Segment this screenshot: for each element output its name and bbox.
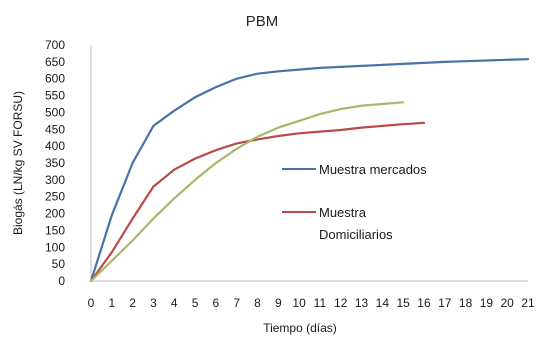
- legend-label-mercados: Muestra mercados: [319, 162, 427, 177]
- y-tick-label: 450: [45, 122, 65, 136]
- x-tick-label: 0: [88, 296, 95, 310]
- x-tick-label: 19: [480, 296, 494, 310]
- y-tick-label: 150: [45, 223, 65, 237]
- x-tick-label: 7: [233, 296, 240, 310]
- chart-title: PBM: [246, 13, 279, 30]
- y-tick-label: 300: [45, 173, 65, 187]
- x-tick-label: 11: [314, 296, 327, 310]
- x-tick-label: 14: [376, 296, 390, 310]
- y-tick-label: 350: [45, 156, 65, 170]
- series-lines: [89, 58, 530, 283]
- x-tick-label: 10: [292, 296, 306, 310]
- y-tick-label: 500: [45, 105, 65, 119]
- y-tick-label: 100: [45, 240, 65, 254]
- y-tick-label: 250: [45, 190, 65, 204]
- x-tick-label: 6: [213, 296, 220, 310]
- x-tick-label: 17: [438, 296, 452, 310]
- x-tick-label: 4: [171, 296, 178, 310]
- series-line-2: [89, 101, 405, 283]
- x-tick-label: 21: [521, 296, 535, 310]
- x-tick-label: 2: [129, 296, 136, 310]
- y-tick-label: 700: [45, 38, 65, 52]
- x-tick-label: 8: [254, 296, 261, 310]
- x-tick-label: 20: [501, 296, 515, 310]
- x-tick-label: 5: [192, 296, 199, 310]
- x-tick-label: 3: [150, 296, 157, 310]
- y-tick-label: 650: [45, 55, 65, 69]
- series-line-1: [89, 121, 426, 283]
- x-tick-label: 18: [459, 296, 473, 310]
- y-tick-label: 600: [45, 72, 65, 86]
- y-axis-label: Biogás (LN/kg SV FORSU): [11, 91, 25, 235]
- y-tick-label: 50: [52, 257, 66, 271]
- legend: Muestra mercados Muestra Domiciliarios: [282, 162, 427, 242]
- y-tick-label: 200: [45, 207, 65, 221]
- x-tick-labels: 0 1 2 3 4 5 6 7 8 9 10 11 12 13 14 15 16 17 18 19 20 21: [88, 296, 535, 310]
- legend-label-domiciliarios: Domiciliarios: [319, 227, 393, 242]
- x-tick-label: 16: [417, 296, 431, 310]
- legend-label-muestra: Muestra: [319, 205, 367, 220]
- x-axis-label: Tiempo (días): [263, 321, 337, 335]
- y-tick-label: 550: [45, 89, 65, 103]
- y-tick-labels: 0 50 100 150 200 250 300 350 400 450 500 550 600 650 7…: [45, 38, 65, 288]
- x-tick-label: 13: [355, 296, 369, 310]
- x-tick-label: 9: [275, 296, 282, 310]
- x-tick-label: 1: [108, 296, 115, 310]
- x-tick-label: 15: [396, 296, 410, 310]
- series-line-0: [89, 58, 530, 283]
- y-tick-label: 400: [45, 139, 65, 153]
- y-tick-label: 0: [58, 274, 65, 288]
- x-tick-label: 12: [334, 296, 348, 310]
